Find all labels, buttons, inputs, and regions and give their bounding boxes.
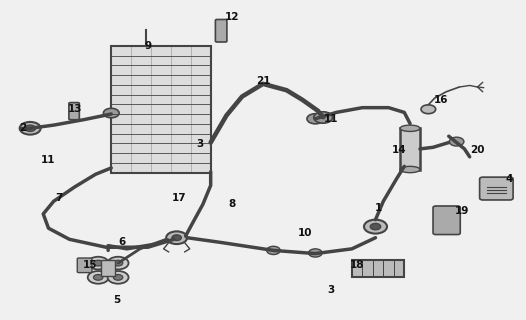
Text: 11: 11: [41, 155, 56, 165]
FancyBboxPatch shape: [480, 177, 513, 200]
Text: 3: 3: [327, 285, 335, 295]
Circle shape: [108, 271, 128, 284]
FancyBboxPatch shape: [433, 206, 460, 235]
Circle shape: [88, 271, 109, 284]
Circle shape: [421, 105, 436, 114]
Text: 16: 16: [433, 95, 448, 105]
Circle shape: [94, 275, 103, 280]
Text: 19: 19: [454, 206, 469, 216]
Text: 18: 18: [350, 260, 365, 270]
Circle shape: [307, 114, 323, 124]
Text: 4: 4: [505, 174, 513, 184]
Text: 1: 1: [375, 203, 382, 212]
Circle shape: [104, 108, 119, 118]
Circle shape: [114, 260, 123, 266]
Text: 17: 17: [172, 193, 187, 203]
Bar: [112, 46, 211, 173]
Text: 5: 5: [113, 295, 120, 305]
Circle shape: [108, 257, 128, 269]
Text: 10: 10: [298, 228, 312, 238]
Circle shape: [309, 249, 322, 257]
Text: 3: 3: [197, 139, 204, 149]
Ellipse shape: [400, 125, 420, 132]
FancyBboxPatch shape: [69, 103, 79, 120]
Text: 11: 11: [324, 114, 338, 124]
Circle shape: [370, 223, 381, 230]
Text: 2: 2: [19, 123, 26, 133]
Circle shape: [267, 246, 280, 254]
Text: 6: 6: [118, 237, 125, 247]
Bar: [101, 260, 115, 276]
Ellipse shape: [400, 166, 420, 173]
Text: 14: 14: [392, 146, 407, 156]
Text: 21: 21: [256, 76, 270, 86]
FancyBboxPatch shape: [77, 258, 92, 273]
Text: 20: 20: [470, 146, 485, 156]
Text: 8: 8: [228, 199, 235, 209]
FancyBboxPatch shape: [215, 20, 227, 42]
Circle shape: [114, 275, 123, 280]
Circle shape: [166, 231, 187, 244]
Circle shape: [364, 220, 387, 234]
Text: 15: 15: [83, 260, 98, 270]
Bar: [400, 128, 420, 170]
Circle shape: [19, 122, 41, 135]
Circle shape: [172, 235, 181, 241]
Text: 12: 12: [225, 12, 239, 22]
Text: 7: 7: [55, 193, 63, 203]
Circle shape: [88, 257, 109, 269]
Circle shape: [25, 125, 35, 132]
Circle shape: [313, 112, 332, 123]
Circle shape: [449, 137, 464, 146]
Text: 9: 9: [144, 41, 151, 51]
Circle shape: [94, 260, 103, 266]
Bar: [352, 260, 404, 277]
Text: 13: 13: [67, 104, 82, 114]
